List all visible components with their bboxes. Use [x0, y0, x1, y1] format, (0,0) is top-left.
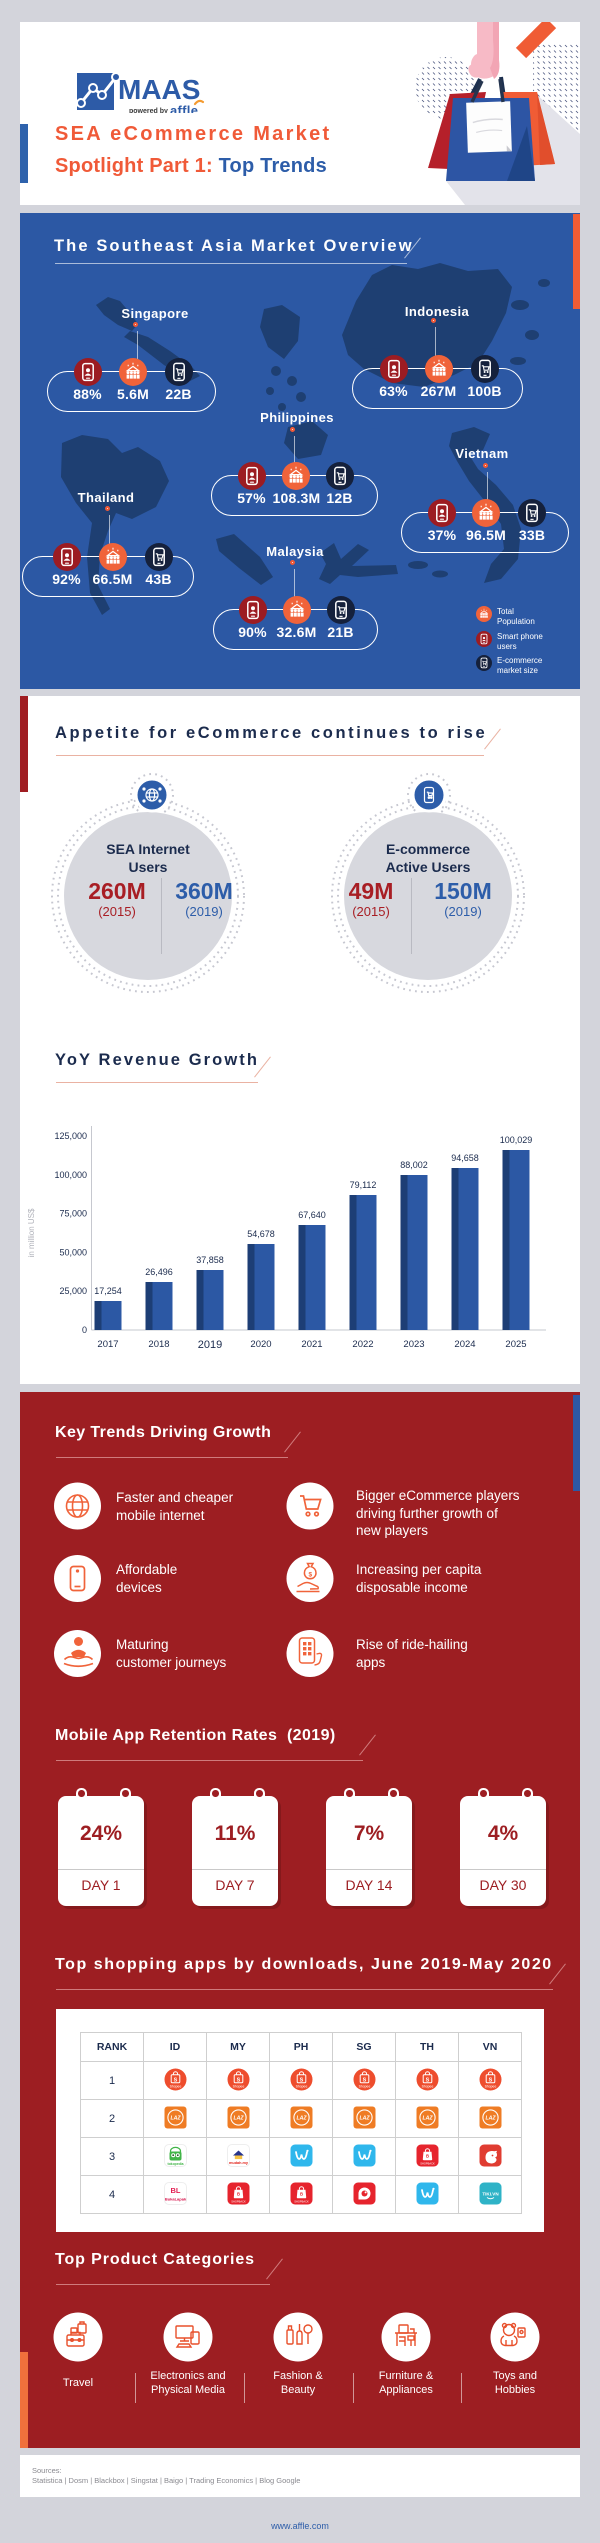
- svg-text:affle: affle: [170, 103, 198, 113]
- svg-text:S: S: [362, 2077, 366, 2083]
- svg-text:100,029: 100,029: [500, 1135, 533, 1145]
- svg-text:2017: 2017: [97, 1339, 118, 1350]
- svg-text:2025: 2025: [505, 1339, 526, 1350]
- svg-text:LAZ: LAZ: [485, 2115, 496, 2121]
- svg-text:17,254: 17,254: [94, 1286, 122, 1296]
- svg-text:SHOPBACK: SHOPBACK: [294, 2199, 309, 2203]
- svg-text:54,678: 54,678: [247, 1229, 275, 1239]
- svg-text:88,002: 88,002: [400, 1160, 428, 1170]
- svg-text:37,858: 37,858: [196, 1255, 224, 1265]
- svg-text:2022: 2022: [352, 1339, 373, 1350]
- svg-text:powered by: powered by: [129, 108, 168, 113]
- svg-text:2019: 2019: [198, 1339, 222, 1351]
- svg-text:SHOPBACK: SHOPBACK: [231, 2199, 246, 2203]
- svg-text:TIKI.VN: TIKI.VN: [482, 2191, 499, 2196]
- svg-text:Shopee: Shopee: [484, 2084, 496, 2088]
- svg-text:in million US$: in million US$: [27, 1208, 36, 1257]
- svg-text:B: B: [236, 2191, 239, 2196]
- svg-text:Shopee: Shopee: [358, 2084, 370, 2088]
- svg-text:2023: 2023: [403, 1339, 424, 1350]
- svg-text:SHOPBACK: SHOPBACK: [420, 2161, 435, 2165]
- svg-text:0: 0: [82, 1325, 87, 1335]
- svg-text:S: S: [488, 2077, 492, 2083]
- svg-text:LAZ: LAZ: [170, 2115, 181, 2121]
- svg-text:mudah.my: mudah.my: [229, 2160, 249, 2164]
- svg-text:2024: 2024: [454, 1339, 475, 1350]
- svg-text:BukaLapak: BukaLapak: [164, 2196, 186, 2201]
- svg-text:Shopee: Shopee: [295, 2084, 307, 2088]
- svg-text:BL: BL: [170, 2186, 180, 2195]
- svg-text:50,000: 50,000: [59, 1247, 87, 1257]
- svg-text:67,640: 67,640: [298, 1210, 326, 1220]
- svg-text:2018: 2018: [148, 1339, 169, 1350]
- svg-text:94,658: 94,658: [451, 1153, 479, 1163]
- svg-text:S: S: [299, 2077, 303, 2083]
- svg-text:125,000: 125,000: [54, 1131, 87, 1141]
- svg-text:$: $: [308, 1572, 312, 1579]
- svg-text:79,112: 79,112: [350, 1180, 377, 1190]
- svg-text:B: B: [299, 2191, 302, 2196]
- svg-text:tokopedia: tokopedia: [167, 2161, 183, 2165]
- svg-text:100,000: 100,000: [54, 1170, 87, 1180]
- svg-text:LAZ: LAZ: [359, 2115, 370, 2121]
- svg-text:26,496: 26,496: [145, 1267, 173, 1277]
- svg-text:S: S: [236, 2077, 240, 2083]
- svg-text:2021: 2021: [301, 1339, 322, 1350]
- svg-text:25,000: 25,000: [59, 1286, 87, 1296]
- svg-text:Shopee: Shopee: [232, 2084, 244, 2088]
- svg-text:LAZ: LAZ: [422, 2115, 433, 2121]
- svg-text:S: S: [425, 2077, 429, 2083]
- svg-text:LAZ: LAZ: [233, 2115, 244, 2121]
- svg-text:Shopee: Shopee: [169, 2084, 181, 2088]
- svg-text:MAAS: MAAS: [118, 74, 200, 105]
- svg-text:2020: 2020: [250, 1339, 271, 1350]
- svg-text:Shopee: Shopee: [421, 2084, 433, 2088]
- svg-text:S: S: [173, 2077, 177, 2083]
- svg-text:75,000: 75,000: [59, 1209, 87, 1219]
- svg-text:B: B: [425, 2153, 428, 2158]
- svg-text:LAZ: LAZ: [296, 2115, 307, 2121]
